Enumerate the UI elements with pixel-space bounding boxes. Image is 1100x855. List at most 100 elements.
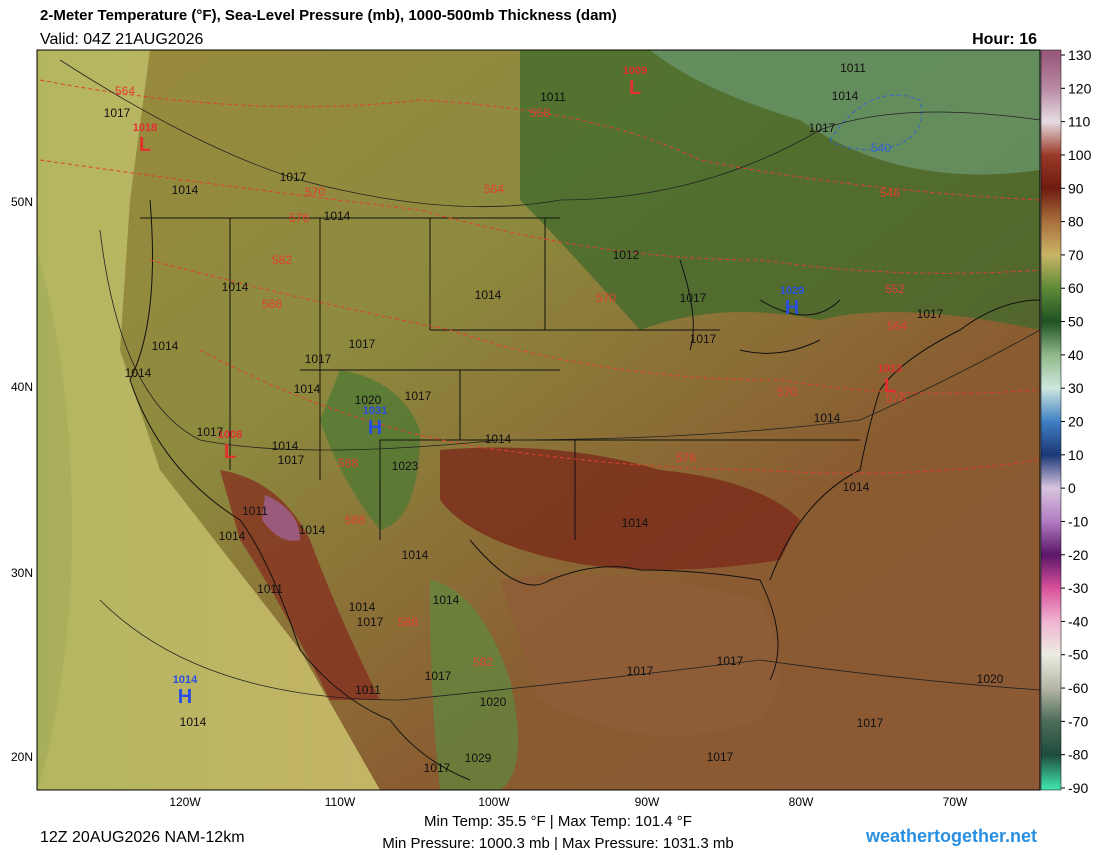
- isobar-label: 1017: [809, 121, 836, 135]
- center-letter: L: [884, 375, 896, 397]
- isobar-label: 1017: [197, 425, 224, 439]
- isobar-label: 1017: [857, 716, 884, 730]
- site-link[interactable]: weathertogether.net: [865, 826, 1037, 846]
- hudson-cool: [650, 50, 1040, 175]
- isobar-label: 1011: [242, 504, 268, 518]
- colorbar-label: -90: [1068, 780, 1088, 796]
- isobar-label: 1014: [622, 516, 649, 530]
- isobar-label: 1014: [299, 523, 326, 537]
- colorbar-label: -80: [1068, 747, 1088, 763]
- colorbar-label: 0: [1068, 480, 1076, 496]
- pressure-stats: Min Pressure: 1000.3 mb | Max Pressure: …: [382, 835, 734, 850]
- center-value: 1008: [218, 429, 242, 441]
- lon-label: 90W: [635, 795, 660, 809]
- colorbar-label: 120: [1068, 80, 1092, 96]
- isobar-label: 1017: [349, 337, 376, 351]
- colorbar: [1040, 49, 1062, 791]
- isobar-label: 1020: [480, 695, 507, 709]
- isobar-label: 1014: [485, 432, 512, 446]
- colorbar-label: -60: [1068, 680, 1088, 696]
- thickness-label: 576: [289, 211, 309, 225]
- isobar-label: 1014: [433, 593, 460, 607]
- isobar-label: 1014: [172, 183, 199, 197]
- isobar-label: 1014: [219, 529, 246, 543]
- isobar-label: 1014: [402, 548, 429, 562]
- colorbar-label: 100: [1068, 147, 1092, 163]
- thickness-label: 546: [880, 186, 900, 200]
- isobars: [59, 59, 1040, 701]
- lat-label: 40N: [11, 380, 33, 394]
- thickness-label: 582: [473, 655, 493, 669]
- thickness-label: 576: [886, 391, 906, 405]
- colorbar-label: 90: [1068, 180, 1084, 196]
- isobar-label: 1014: [324, 209, 351, 223]
- isobar-label: 1011: [355, 683, 381, 697]
- center-letter: L: [224, 441, 236, 463]
- colorbar-label: 10: [1068, 447, 1084, 463]
- center-letter: H: [368, 417, 382, 439]
- south-heat: [440, 447, 800, 570]
- isobar-label: 1017: [425, 669, 452, 683]
- center-value: 1029: [780, 285, 804, 297]
- thickness-label: 576: [676, 451, 696, 465]
- thickness-label: 570: [596, 291, 616, 305]
- desert-heat: [220, 470, 380, 700]
- lat-label: 50N: [11, 195, 33, 209]
- isobar-label: 1023: [392, 459, 419, 473]
- map: 1018L1009L1029H1031H1008L1013L1014H10171…: [37, 50, 1040, 790]
- thickness-label: 588: [345, 513, 365, 527]
- temp-stats: Min Temp: 35.5 °F | Max Temp: 101.4 °F: [424, 813, 692, 830]
- isobar-label: 1011: [257, 582, 283, 596]
- pacific-shade: [37, 250, 72, 790]
- colorbar-label: 70: [1068, 247, 1084, 263]
- thickness-label: 582: [272, 253, 292, 267]
- isobar-label: 1017: [278, 453, 305, 467]
- lon-label: 80W: [789, 795, 814, 809]
- isobar-label: 1017: [104, 106, 131, 120]
- isobar-label: 1012: [613, 248, 640, 262]
- isobar-label: 1014: [125, 366, 152, 380]
- rockies-cool: [320, 370, 420, 530]
- thickness-label: 564: [484, 182, 504, 196]
- isobar-label: 1014: [272, 439, 299, 453]
- isobar-label: 1014: [814, 411, 841, 425]
- lon-label: 110W: [325, 795, 356, 809]
- isobar-label: 1017: [357, 615, 384, 629]
- thickness-label: 552: [885, 282, 905, 296]
- lat-label: 30N: [11, 566, 33, 580]
- thickness-label: 564: [115, 84, 135, 98]
- title: 2-Meter Temperature (°F), Sea-Level Pres…: [40, 7, 617, 24]
- state-borders: [129, 199, 1040, 781]
- isobar-label: 1017: [405, 389, 432, 403]
- center-value: 1014: [173, 674, 198, 686]
- max-heat: [262, 495, 300, 541]
- colorbar-label: 80: [1068, 214, 1084, 230]
- thickness-label: 570: [305, 185, 325, 199]
- mexico-cool: [430, 580, 518, 790]
- colorbar-label: -20: [1068, 547, 1088, 563]
- isobar-label: 1017: [424, 761, 451, 775]
- colorbar-label: 110: [1068, 114, 1091, 130]
- colorbar-label: -70: [1068, 713, 1088, 729]
- colorbar-label: 20: [1068, 414, 1084, 430]
- isobar-label: 1017: [627, 664, 654, 678]
- model-run: 12Z 20AUG2026 NAM-12km: [40, 829, 245, 846]
- isobar-label: 1011: [540, 90, 566, 104]
- thickness-label: 564: [887, 319, 907, 333]
- isobar-label: 1017: [305, 352, 332, 366]
- isobar-label: 1017: [707, 750, 734, 764]
- isobar-label: 1020: [977, 672, 1004, 686]
- colorbar-label: -30: [1068, 580, 1088, 596]
- colorbar-label: 50: [1068, 314, 1084, 330]
- center-letter: L: [629, 77, 641, 99]
- pacific: [37, 50, 380, 790]
- isobar-label: 1017: [690, 332, 717, 346]
- colorbar-label: 130: [1068, 47, 1092, 63]
- isobar-label: 1014: [843, 480, 870, 494]
- thickness-label: 540: [871, 141, 891, 155]
- colorbar-label: -10: [1068, 513, 1088, 529]
- isobar-label: 1020: [355, 393, 382, 407]
- isobar-label: 1017: [280, 170, 307, 184]
- isobar-label: 1014: [349, 600, 376, 614]
